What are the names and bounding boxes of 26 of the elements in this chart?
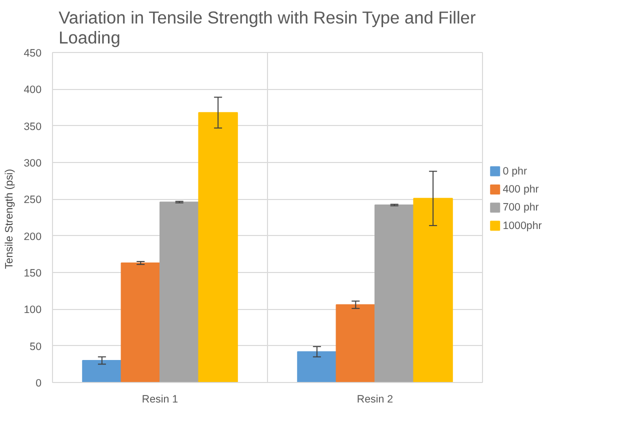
bar: [374, 204, 414, 382]
chart-title: Variation in Tensile Strength with Resin Type and Filler Loading: [58, 8, 476, 48]
y-tick-label: 250: [24, 194, 42, 206]
y-tick-label: 400: [24, 84, 42, 96]
y-tick-label: 0: [36, 378, 42, 390]
y-axis-title: Tensile Strength (psi): [4, 168, 16, 270]
bar: [198, 112, 238, 382]
y-tick-label: 350: [24, 120, 42, 133]
legend-label: 0 phr: [502, 165, 528, 178]
bar: [336, 304, 376, 382]
y-tick-label: 100: [24, 304, 42, 316]
bar: [297, 351, 337, 382]
legend-label: 1000phr: [502, 220, 542, 232]
bar: [160, 202, 200, 382]
y-tick-label: 200: [24, 230, 42, 243]
bar: [120, 262, 160, 382]
bar: [82, 360, 122, 382]
y-tick-label: 300: [24, 158, 42, 170]
y-tick-label: 450: [24, 48, 42, 60]
bar: [413, 198, 453, 382]
legend-label: 700 phr: [502, 202, 540, 214]
x-tick-label: Resin 2: [356, 394, 394, 406]
y-tick-label: 150: [24, 268, 42, 280]
legend-label: 400 phr: [502, 183, 540, 196]
y-tick-label: 50: [30, 340, 42, 353]
x-tick-label: Resin 1: [142, 394, 178, 406]
